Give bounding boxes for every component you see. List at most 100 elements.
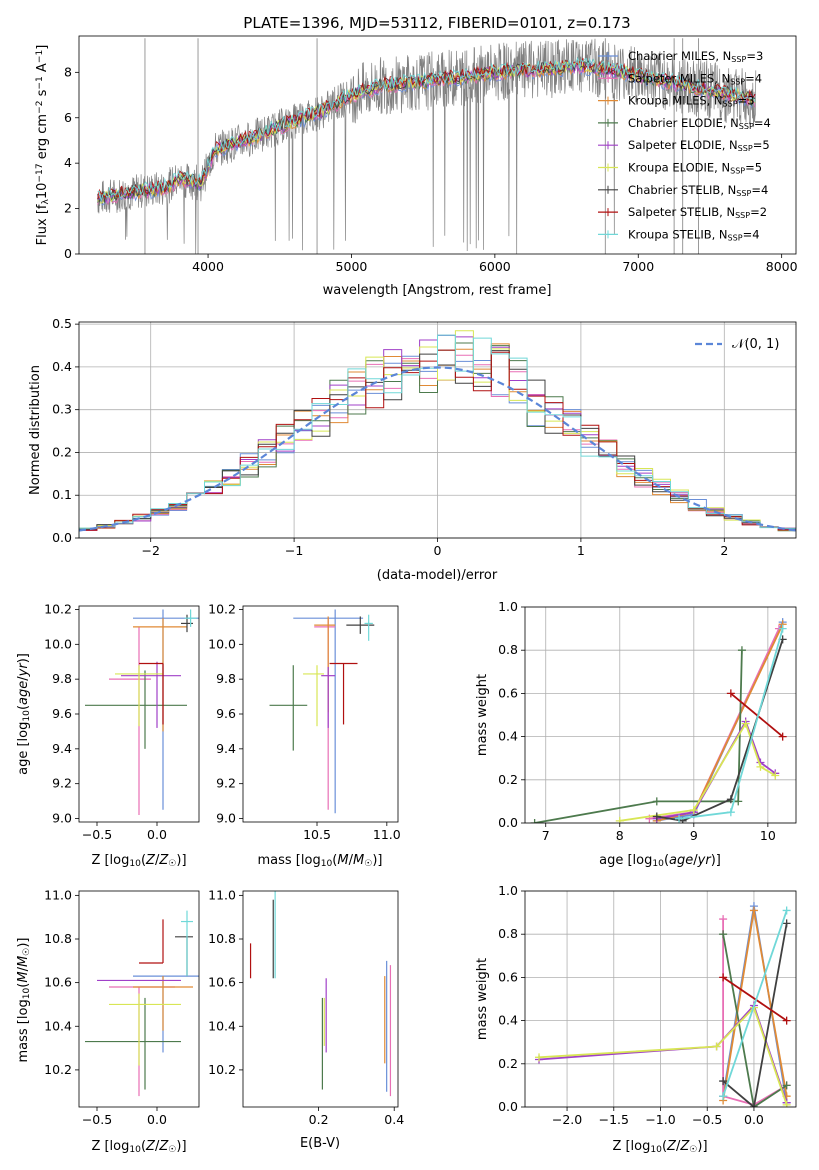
x-tick-label: 8000 <box>766 259 798 274</box>
plot-area-mass-weight-vs-age <box>530 618 787 823</box>
axes-mass-weight-vs-age: 7 8 9 10 0.0 0.2 0.4 0.6 0.8 1.0 <box>498 599 797 843</box>
y-axis-label: age [log10(age/yr)] <box>16 653 32 775</box>
legend-entry: Salpeter STELIB, NSSP=2 <box>628 205 767 220</box>
axes-frame <box>78 321 797 539</box>
y-tick-label: 10.2 <box>208 1062 236 1077</box>
x-axis-label: Z [log10(Z/Z☉)] <box>612 1139 707 1155</box>
x-axis-label: age [log10(age/yr)] <box>599 853 721 869</box>
x-tick-label: 10.5 <box>303 827 331 842</box>
y-tick-label: 9.4 <box>52 741 72 756</box>
model-spectrum <box>97 56 756 202</box>
mass-weight-line <box>656 623 784 822</box>
y-tick-label: 0.4 <box>498 729 518 744</box>
y-axis-label: Normed distribution <box>28 365 43 495</box>
x-tick-label: 11.0 <box>373 827 401 842</box>
y-tick-label: 0 <box>64 246 72 261</box>
mass-weight-point <box>782 1081 791 1090</box>
axes-frame <box>78 605 200 823</box>
y-tick-label: 0.3 <box>52 402 72 417</box>
y-tick-label: 10.0 <box>208 636 236 651</box>
y-tick-label: 9.2 <box>52 776 72 791</box>
mass-weight-point <box>778 732 787 741</box>
x-axis-label: wavelength [Angstrom, rest frame] <box>323 283 552 298</box>
legend-entry: Kroupa ELODIE, NSSP=5 <box>628 161 762 176</box>
mass-weight-line <box>656 639 784 822</box>
x-tick-label: 7 <box>542 828 550 843</box>
y-tick-label: 0.1 <box>52 487 72 502</box>
y-tick-label: 1.0 <box>498 599 518 614</box>
mass-weight-line <box>722 919 788 1106</box>
chart-title: PLATE=1396, MJD=53112, FIBERID=0101, z=0… <box>243 14 630 32</box>
plot-area-spectrum <box>97 38 757 254</box>
axes-mass-vs-EBV: 0.2 0.4 10.2 10.4 10.6 10.8 11.0 <box>208 887 404 1127</box>
legend-entry: Salpeter MILES, NSSP=4 <box>628 71 762 86</box>
x-tick-label: −1.0 <box>645 1112 675 1127</box>
axes-mass-vs-Z: −0.5 0.0 10.2 10.4 10.6 10.8 11.0 <box>44 887 200 1127</box>
axes-residual-hist: −2 −1 0 1 2 0.0 0.1 0.2 0.3 0.4 0.5 <box>52 316 797 558</box>
y-tick-label: 0.8 <box>498 642 518 657</box>
mass-weight-point <box>719 915 728 924</box>
x-tick-label: 10 <box>760 828 776 843</box>
y-tick-label: 10.2 <box>44 1062 72 1077</box>
y-tick-label: 10.6 <box>208 975 236 990</box>
mass-weight-point <box>756 762 765 771</box>
y-tick-label: 0.4 <box>498 1013 518 1028</box>
mass-weight-point <box>726 689 735 698</box>
plot-area-age-vs-Z <box>85 609 199 816</box>
mass-weight-point <box>689 806 698 815</box>
x-tick-label: 0.0 <box>147 827 167 842</box>
x-tick-label: 7000 <box>622 259 654 274</box>
mass-weight-point <box>615 816 624 823</box>
y-tick-label: 10.2 <box>208 601 236 616</box>
mass-weight-point <box>737 646 746 655</box>
x-tick-label: 0.0 <box>147 1112 167 1127</box>
mass-weight-line <box>656 719 776 820</box>
y-tick-label: 4 <box>64 155 72 170</box>
y-tick-label: 0.2 <box>498 1056 518 1071</box>
y-tick-label: 0.2 <box>52 444 72 459</box>
y-tick-label: 0.6 <box>498 969 518 984</box>
y-tick-label: 9.8 <box>52 671 72 686</box>
mass-weight-line <box>722 923 788 1107</box>
x-tick-label: −1 <box>285 543 303 558</box>
mass-weight-point <box>782 919 791 928</box>
legend-entry: Chabrier MILES, NSSP=3 <box>628 49 763 64</box>
mass-weight-point <box>712 1042 721 1051</box>
x-tick-label: −1.5 <box>599 1112 629 1127</box>
plot-area-age-vs-mass <box>269 609 375 814</box>
mass-weight-line <box>534 650 743 823</box>
y-tick-label: 9.6 <box>52 706 72 721</box>
y-tick-label: 0.8 <box>498 926 518 941</box>
mass-weight-point <box>719 930 728 939</box>
plot-area-mass-weight-vs-Z <box>535 902 791 1107</box>
y-tick-label: 9.2 <box>216 776 236 791</box>
y-tick-label: 11.0 <box>208 887 236 902</box>
x-tick-label: 5000 <box>336 259 368 274</box>
mass-weight-point <box>719 1092 728 1101</box>
mass-weight-line <box>730 692 784 738</box>
legend-entry: Kroupa MILES, NSSP=3 <box>628 94 755 109</box>
y-tick-label: 9.0 <box>216 811 236 826</box>
x-axis-label: mass [log10(M/M☉)] <box>258 853 383 869</box>
x-tick-label: 0.2 <box>309 1112 329 1127</box>
x-axis-label: (data-model)/error <box>377 568 498 583</box>
legend-entry: Kroupa STELIB, NSSP=4 <box>628 227 760 242</box>
x-tick-label: 0.0 <box>744 1112 764 1127</box>
mass-weight-point <box>726 795 735 804</box>
x-axis-label: Z [log10(Z/Z☉)] <box>91 853 186 869</box>
y-tick-label: 10.0 <box>44 636 72 651</box>
mass-weight-point <box>726 808 735 817</box>
y-axis-label: mass [log10(M/M☉)] <box>16 938 32 1063</box>
y-tick-label: 0.0 <box>498 815 518 830</box>
y-tick-label: 0.2 <box>498 772 518 787</box>
axes-spectrum: 4000 5000 6000 7000 8000 0 2 4 6 8 <box>64 35 798 274</box>
x-axis-label: E(B-V) <box>300 1136 340 1151</box>
y-tick-label: 9.4 <box>216 741 236 756</box>
x-tick-label: −0.5 <box>82 1112 112 1127</box>
mass-weight-point <box>719 1077 728 1086</box>
x-tick-label: 0 <box>434 543 442 558</box>
axes-frame <box>78 35 797 255</box>
y-tick-label: 9.0 <box>52 811 72 826</box>
x-tick-label: 9 <box>690 828 698 843</box>
mass-weight-line <box>722 976 788 1022</box>
